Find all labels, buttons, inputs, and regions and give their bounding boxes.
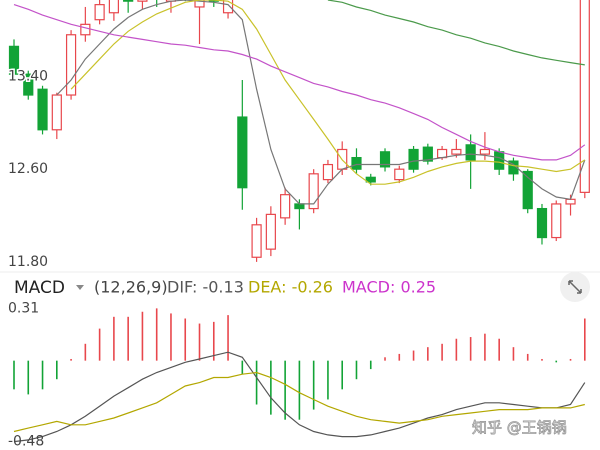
candle-body [522, 170, 533, 210]
candle-body [65, 34, 77, 96]
candle-body [565, 198, 576, 205]
candle-body [265, 213, 276, 250]
candle-body [251, 224, 262, 258]
expand-icon[interactable] [568, 280, 582, 294]
candle-body [379, 151, 391, 168]
candle-body [123, 0, 134, 2]
watermark: 知乎 @王锅锅 [472, 419, 567, 437]
candle-body [137, 0, 148, 2]
candle-body [51, 94, 62, 131]
candle-body [394, 168, 405, 181]
candle-body [108, 0, 119, 14]
candle-body [37, 88, 48, 131]
legend-entry: DIF: -0.13 [167, 278, 244, 297]
price-panel [8, 0, 590, 262]
indicator-params: (12,26,9) [94, 278, 168, 297]
candle-body [408, 148, 419, 170]
candle-body [237, 116, 248, 189]
candle-body [494, 151, 505, 170]
candle-body [579, 0, 590, 193]
candle-body [437, 148, 448, 159]
y-tick-label: 11.80 [8, 254, 48, 270]
moving-average-line [327, 0, 585, 66]
candle-body [479, 148, 491, 155]
y-tick-label: 12.60 [8, 161, 48, 177]
candle-body [508, 160, 519, 175]
candle-body [294, 203, 305, 210]
candle-body [465, 144, 476, 161]
moving-average-line [70, 0, 586, 185]
candle-body [451, 148, 462, 155]
moving-average-line [13, 4, 586, 161]
macd-line [13, 351, 586, 443]
y-tick-label: -0.48 [8, 434, 44, 450]
moving-average-line [56, 0, 586, 205]
candle-body [551, 203, 562, 239]
y-tick-label: 0.31 [8, 300, 39, 316]
indicator-name[interactable]: MACD [14, 278, 65, 298]
candle-body [536, 207, 548, 239]
y-tick-label: 13.40 [8, 68, 48, 84]
price-axis: 13.40 12.60 11.80 [7, 67, 50, 271]
candle-body [94, 4, 105, 21]
legend-entry: DEA: -0.26 [248, 278, 333, 297]
legend-entry: MACD: 0.25 [342, 278, 436, 297]
candle-body [80, 23, 91, 36]
candle-body [351, 156, 362, 170]
macd-panel [13, 308, 586, 443]
dropdown-arrow[interactable] [76, 285, 84, 290]
macd-axis: 0.31 -0.48 [8, 300, 44, 449]
candle-body [23, 73, 34, 96]
macd-line [13, 371, 585, 433]
expand-button[interactable] [560, 272, 590, 302]
candle-body [422, 146, 433, 162]
candle-body [280, 194, 291, 219]
candle-body [322, 163, 334, 181]
candle-body [8, 45, 20, 75]
candle-body [365, 176, 376, 183]
indicator-header: MACD (12,26,9) DIF: -0.13 DEA: -0.26 MACD:… [14, 278, 436, 299]
candle-body [308, 173, 319, 210]
